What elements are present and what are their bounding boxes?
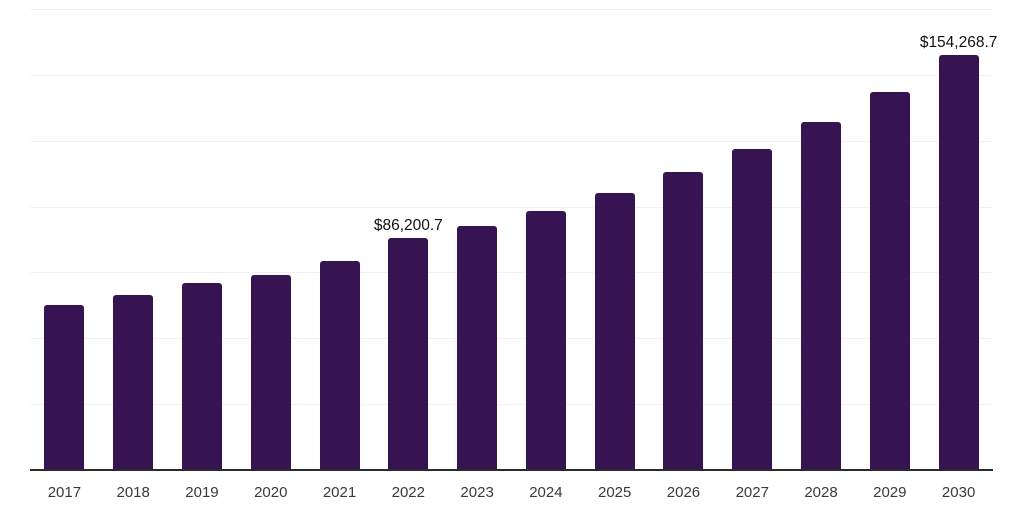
bar-2017 <box>44 304 85 470</box>
x-tick-label-2017: 2017 <box>47 484 82 501</box>
bar-2024 <box>525 210 566 470</box>
x-axis-labels: 2017 2018 2019 2020 2021 2022 2023 2024 2025 2026… <box>30 483 993 503</box>
bar-2022 <box>388 238 429 470</box>
bar-2026 <box>663 171 704 470</box>
gridline <box>30 9 993 10</box>
bar-2023 <box>457 225 498 470</box>
data-label-2030: $154,268.7 <box>919 33 998 51</box>
x-tick-label-2022: 2022 <box>391 484 425 501</box>
bar-2029 <box>869 92 910 470</box>
x-tick-label-2029: 2029 <box>873 484 907 501</box>
plot-area: $86,200.7 $154,268.7 <box>30 9 997 470</box>
x-tick-label-2019: 2019 <box>185 484 219 501</box>
x-tick-label-2027: 2027 <box>735 484 769 501</box>
data-label-2022: $86,200.7 <box>373 216 443 234</box>
x-tick-label-2021: 2021 <box>322 484 357 501</box>
x-tick-label-2030: 2030 <box>941 484 976 501</box>
bar-2018 <box>113 295 154 470</box>
gridline <box>30 338 993 340</box>
x-tick-label-2024: 2024 <box>529 484 563 501</box>
bar-2028 <box>801 121 842 470</box>
bar-2021 <box>319 261 360 470</box>
gridline <box>30 74 993 76</box>
bar-2025 <box>594 193 635 470</box>
gridline <box>30 206 993 208</box>
bar-2030 <box>938 55 979 470</box>
x-tick-label-2018: 2018 <box>116 484 150 501</box>
bar-2027 <box>732 149 773 470</box>
x-axis-line <box>30 469 993 471</box>
x-tick-label-2026: 2026 <box>666 484 701 501</box>
bar-2019 <box>181 282 222 470</box>
x-tick-label-2025: 2025 <box>597 484 632 501</box>
gridline <box>30 272 993 274</box>
x-tick-label-2020: 2020 <box>254 484 288 501</box>
bar-2020 <box>250 275 291 470</box>
x-tick-label-2023: 2023 <box>460 484 494 501</box>
x-tick-label-2028: 2028 <box>804 484 838 501</box>
gridline <box>30 404 993 406</box>
gridline <box>30 140 993 142</box>
